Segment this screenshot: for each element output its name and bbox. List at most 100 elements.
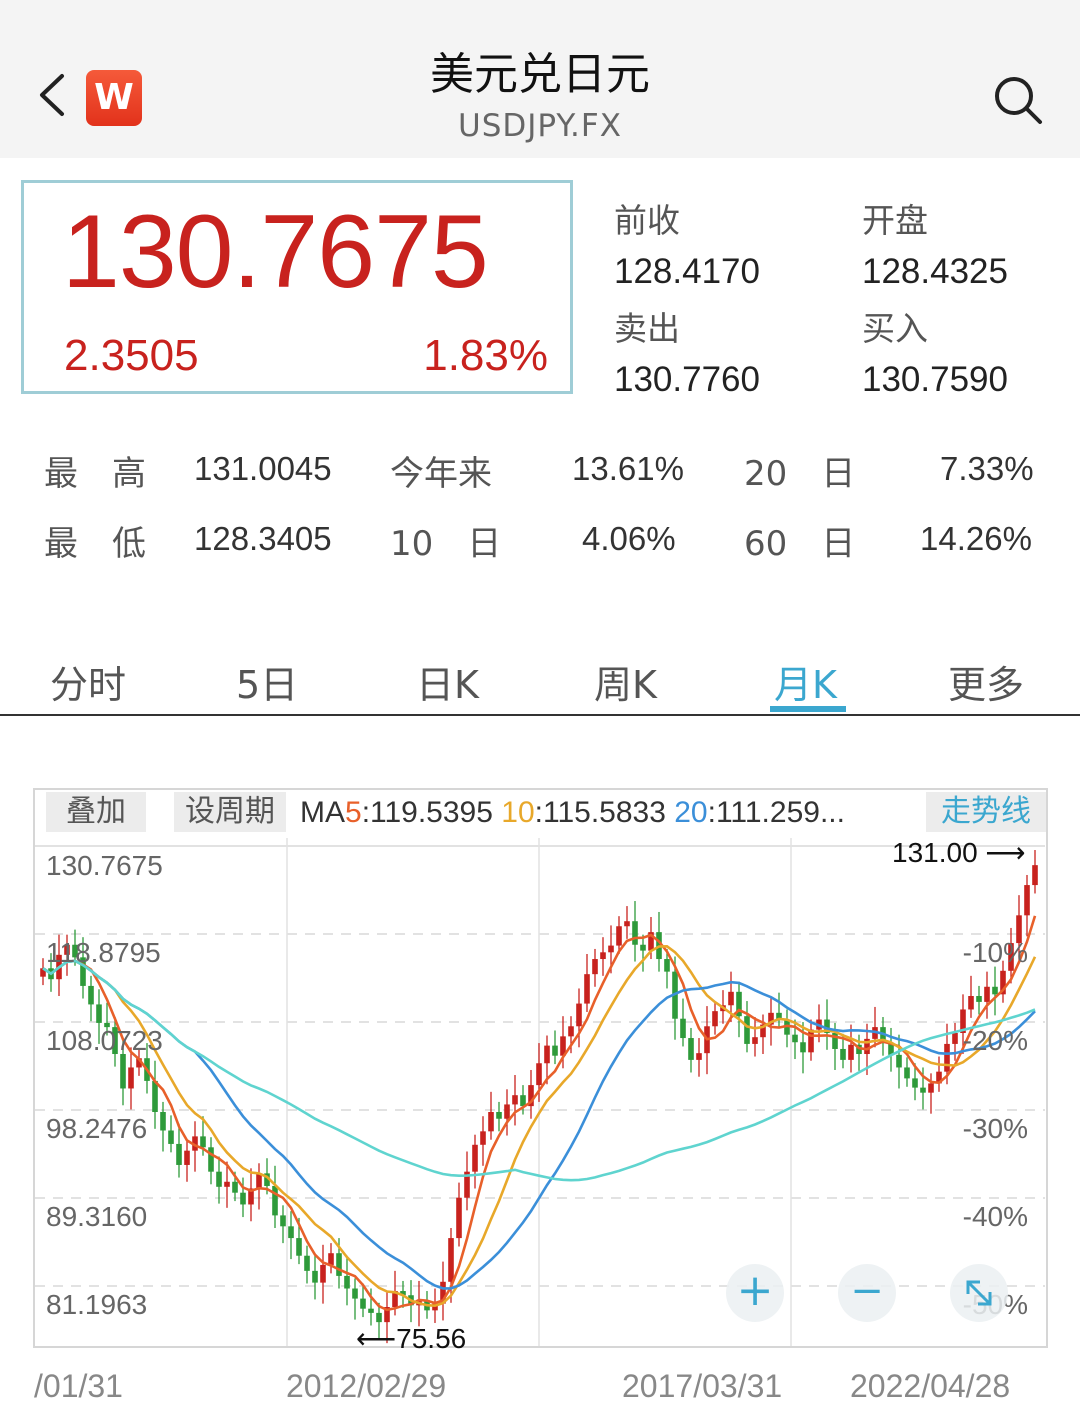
candle-body	[808, 1029, 814, 1053]
y-tick-label: 98.2476	[46, 1113, 148, 1144]
candle-body	[736, 991, 742, 1017]
candle-body	[352, 1288, 358, 1299]
monthly-k-chart[interactable]	[35, 838, 1045, 1346]
candle-body	[112, 1027, 118, 1055]
tab-intraday[interactable]: 分时	[50, 663, 127, 707]
candle-body	[752, 1037, 758, 1044]
candle-body	[184, 1150, 190, 1165]
ytd-value: 13.61%	[572, 450, 684, 487]
tab-daily-k[interactable]: 日K	[416, 663, 479, 707]
zoom-in-button[interactable]: +	[726, 1264, 784, 1322]
candle-body	[712, 1011, 718, 1027]
candle-body	[304, 1255, 310, 1271]
candle-body	[824, 1019, 830, 1033]
candle-body	[200, 1136, 206, 1148]
candle-body	[128, 1067, 134, 1089]
zoom-out-button[interactable]: −	[838, 1264, 896, 1322]
pct-tick-label: -40%	[962, 1201, 1028, 1232]
tab-5day[interactable]: 5日	[236, 663, 299, 707]
candle-body	[968, 996, 974, 1010]
candle-body	[488, 1112, 494, 1132]
candle-body	[320, 1264, 326, 1283]
candle-body	[832, 1032, 838, 1049]
candle-body	[864, 1038, 870, 1055]
high-label: 最 高	[44, 454, 146, 494]
candle-body	[600, 952, 606, 960]
candle-body	[136, 1058, 142, 1068]
candle-body	[544, 1045, 550, 1064]
search-icon[interactable]	[990, 72, 1046, 128]
candle-body	[448, 1238, 454, 1282]
candle-body	[288, 1226, 294, 1239]
candle-body	[504, 1104, 510, 1119]
candle-body	[648, 932, 654, 951]
overlay-button[interactable]: 叠加	[46, 792, 146, 832]
candle-body	[552, 1045, 558, 1056]
chart-period-tabs: 分时 5日 日K 周K 月K 更多	[0, 640, 1080, 716]
candle-body	[936, 1071, 942, 1084]
candle-body	[616, 926, 622, 946]
ask: 卖出 130.7760	[614, 302, 760, 400]
pct-tick-label: -10%	[962, 937, 1028, 968]
bid-value: 130.7590	[862, 360, 1008, 399]
candle-body	[560, 1036, 566, 1056]
tab-more[interactable]: 更多	[948, 663, 1025, 707]
y-tick-label: 108.0723	[46, 1025, 163, 1056]
candle-body	[624, 921, 630, 927]
candle-body	[264, 1173, 270, 1186]
candle-body	[520, 1095, 526, 1107]
d10-value: 4.06%	[582, 520, 676, 557]
d20-value: 7.33%	[940, 450, 1034, 487]
x-tick-label: 2017/03/31	[622, 1368, 783, 1404]
candle-body	[296, 1238, 302, 1256]
trendline-button[interactable]: 走势线	[926, 792, 1046, 832]
candle-body	[440, 1281, 446, 1304]
candle-body	[96, 1004, 102, 1023]
ma5-value: :119.5395	[361, 796, 493, 829]
candle-body	[584, 974, 590, 1004]
back-icon[interactable]	[34, 70, 68, 120]
candle-body	[1008, 943, 1014, 971]
prev-close-value: 128.4170	[614, 252, 760, 291]
candle-body	[688, 1038, 694, 1060]
x-tick-label: /01/31	[34, 1368, 123, 1404]
app-logo-icon[interactable]: W	[86, 70, 142, 126]
candle-body	[776, 1012, 782, 1020]
candle-body	[992, 986, 998, 995]
candle-body	[896, 1054, 902, 1068]
bid-label: 买入	[862, 309, 928, 348]
ask-label: 卖出	[614, 309, 680, 348]
candle-body	[208, 1147, 214, 1172]
candle-body	[392, 1291, 398, 1308]
candle-body	[680, 1018, 686, 1039]
candle-body	[840, 1048, 846, 1060]
candle-body	[224, 1181, 230, 1187]
ask-value: 130.7760	[614, 360, 760, 399]
candle-body	[760, 1024, 766, 1038]
chart-frame	[33, 788, 1048, 1348]
ma10-key: 10	[501, 796, 535, 829]
candle-body	[920, 1087, 926, 1093]
candle-body	[608, 945, 614, 953]
candle-body	[152, 1080, 158, 1113]
candle-body	[496, 1112, 502, 1119]
price-change-percent: 1.83%	[423, 331, 548, 380]
y-tick-label: 81.1963	[46, 1289, 148, 1320]
candle-body	[256, 1173, 262, 1189]
top-bar: W 美元兑日元 USDJPY.FX	[0, 0, 1080, 158]
fullscreen-button[interactable]	[950, 1264, 1008, 1322]
d20-label: 20 日	[744, 454, 856, 494]
candle-body	[1000, 970, 1006, 995]
tab-monthly-k[interactable]: 月K	[774, 663, 837, 707]
tab-weekly-k[interactable]: 周K	[594, 663, 657, 707]
set-period-button[interactable]: 设周期	[174, 792, 286, 832]
chart-toolbar: 叠加 设周期 MA5:119.5395 10:115.5833 20:111.2…	[36, 792, 1046, 836]
candle-body	[576, 1003, 582, 1027]
candle-body	[512, 1095, 518, 1105]
candle-body	[1016, 915, 1022, 944]
y-tick-label: 130.7675	[46, 850, 163, 881]
prev-close: 前收 128.4170	[614, 194, 760, 292]
candle-body	[928, 1083, 934, 1093]
open-value: 128.4325	[862, 252, 1008, 291]
candle-body	[400, 1291, 406, 1296]
